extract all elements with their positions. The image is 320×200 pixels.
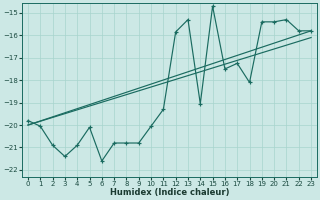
X-axis label: Humidex (Indice chaleur): Humidex (Indice chaleur) [110, 188, 229, 197]
